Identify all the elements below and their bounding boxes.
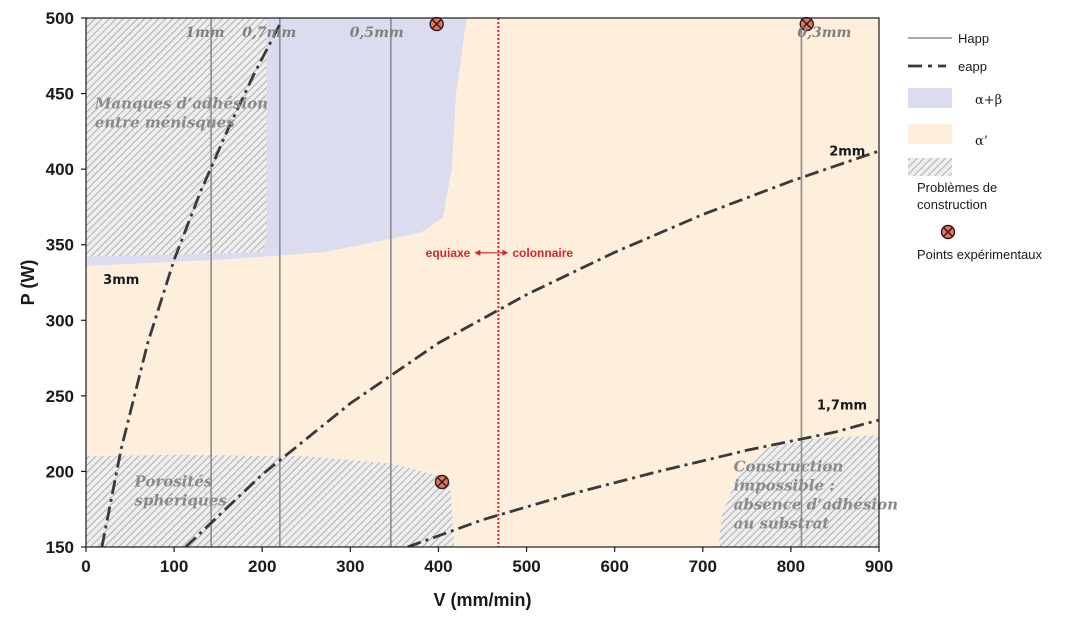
legend-alpha-prime-swatch bbox=[908, 124, 952, 144]
annotation-labels: 1mm 0,7mm 0,5mm 0,3mm 3mm 2mm 1,7mm equiaxe colo… bbox=[94, 25, 898, 532]
legend-problems-line-2: construction bbox=[917, 197, 987, 212]
eapp-series-2 bbox=[184, 149, 879, 547]
eapp-label-1: 3mm bbox=[103, 273, 139, 288]
legend-problems-swatch bbox=[908, 158, 952, 176]
x-tick-label: 300 bbox=[336, 557, 364, 576]
happ-label-4: 0,3mm bbox=[797, 25, 851, 41]
region-label-2: Porosités sphériques bbox=[133, 473, 227, 510]
axes: 0 100 200 300 400 500 600 700 800 900 150 200 250 300… bbox=[18, 9, 893, 610]
legend: Happ eapp α+β α’ Problèmes de construction Poi… bbox=[908, 31, 1043, 262]
eapp-series-3 bbox=[407, 418, 879, 547]
legend-eapp-label: eapp bbox=[958, 59, 987, 74]
experimental-point-1 bbox=[429, 16, 444, 32]
region-label-2-line-2: sphériques bbox=[134, 492, 227, 510]
experimental-points bbox=[429, 16, 814, 490]
x-tick-label: 500 bbox=[512, 557, 540, 576]
hatched-region-1 bbox=[86, 18, 267, 257]
x-tick-label: 800 bbox=[777, 557, 805, 576]
y-tick-label: 450 bbox=[46, 85, 74, 104]
y-tick-label: 250 bbox=[46, 387, 74, 406]
transition-arrow-right bbox=[502, 249, 509, 256]
happ-label-2: 0,7mm bbox=[242, 25, 296, 41]
eapp-lines bbox=[100, 20, 879, 547]
region-label-1: Manques d’adhésion entre ménisques bbox=[94, 95, 268, 132]
eapp-series-1 bbox=[100, 20, 283, 547]
transition-line bbox=[474, 18, 509, 547]
hatched-region-2 bbox=[86, 454, 455, 547]
legend-alpha-prime-label: α’ bbox=[975, 134, 988, 149]
legend-alpha-beta-label: α+β bbox=[975, 93, 1002, 108]
legend-happ-label: Happ bbox=[958, 31, 989, 46]
y-tick-label: 400 bbox=[46, 160, 74, 179]
y-tick-label: 350 bbox=[46, 236, 74, 255]
legend-problems-label: Problèmes de construction bbox=[917, 180, 997, 212]
problem-regions bbox=[86, 18, 879, 547]
transition-right-label: colonnaire bbox=[512, 246, 573, 260]
legend-alpha-beta-swatch bbox=[908, 88, 952, 108]
region-label-2-line-1: Porosités bbox=[133, 473, 212, 491]
legend-point-marker bbox=[940, 224, 956, 240]
y-tick-label: 200 bbox=[46, 462, 74, 481]
region-label-3-line-1: Construction bbox=[734, 457, 844, 475]
legend-points-label: Points expérimentaux bbox=[917, 247, 1043, 262]
y-tick-label: 300 bbox=[46, 311, 74, 330]
x-tick-label: 0 bbox=[81, 557, 90, 576]
region-label-3: Construction impossible : absence d’adhési… bbox=[734, 457, 898, 532]
happ-label-3: 0,5mm bbox=[350, 25, 404, 41]
hatched-region-3 bbox=[718, 435, 879, 547]
x-tick-label: 100 bbox=[160, 557, 188, 576]
transition-left-label: equiaxe bbox=[426, 246, 471, 260]
legend-problems-line-1: Problèmes de bbox=[917, 180, 997, 195]
region-label-1-line-1: Manques d’adhésion bbox=[94, 95, 268, 113]
region-label-3-line-4: au substrat bbox=[734, 514, 830, 532]
happ-label-1: 1mm bbox=[185, 25, 224, 41]
x-tick-label: 700 bbox=[689, 557, 717, 576]
transition-arrow-left bbox=[474, 249, 481, 256]
x-tick-label: 400 bbox=[424, 557, 452, 576]
x-tick-label: 200 bbox=[248, 557, 276, 576]
region-label-1-line-2: entre ménisques bbox=[95, 114, 235, 132]
x-tick-label: 900 bbox=[865, 557, 893, 576]
plot-frame bbox=[85, 17, 880, 548]
region-label-3-line-2: impossible : bbox=[734, 476, 835, 494]
y-axis-title: P (W) bbox=[18, 260, 38, 306]
y-tick-label: 500 bbox=[46, 9, 74, 28]
x-tick-label: 600 bbox=[600, 557, 628, 576]
y-tick-label: 150 bbox=[46, 538, 74, 557]
x-axis-title: V (mm/min) bbox=[433, 590, 531, 610]
experimental-point-3 bbox=[434, 474, 450, 490]
eapp-label-3: 1,7mm bbox=[817, 398, 867, 413]
region-label-3-line-3: absence d’adhésion bbox=[734, 495, 898, 513]
eapp-label-2: 2mm bbox=[829, 145, 865, 160]
